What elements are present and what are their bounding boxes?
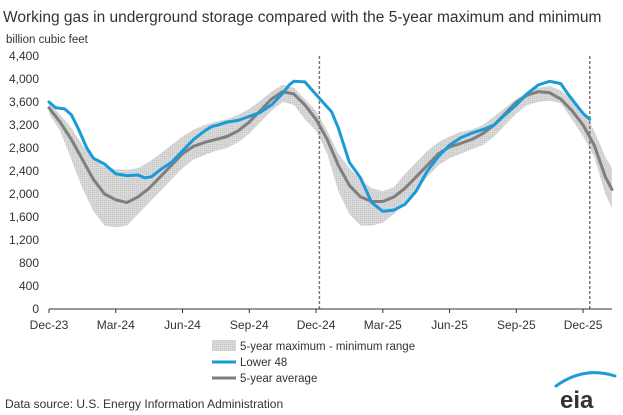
series-layer <box>47 79 614 213</box>
eia-logo-text: eia <box>560 387 594 414</box>
y-tick-label: 1,600 <box>9 210 39 224</box>
legend-label-lower-48: Lower 48 <box>240 357 287 369</box>
range-band <box>49 84 612 228</box>
legend-label-range: 5-year maximum - minimum range <box>240 341 415 353</box>
x-tick-label: Mar-24 <box>97 318 135 332</box>
y-axis-unit-label: billion cubic feet <box>6 34 89 46</box>
legend-label-5yr-average: 5-year average <box>240 373 317 385</box>
x-tick-label: Dec-24 <box>297 318 336 332</box>
y-tick-labels: 0 400 800 1,200 1,600 2,000 2,400 2,800 3,200 3,6… <box>9 49 39 316</box>
legend: 5-year maximum - minimum range Lower 48 … <box>212 340 415 385</box>
y-tick-label: 2,800 <box>9 141 39 155</box>
y-tick-label: 400 <box>19 279 39 293</box>
x-tick-labels: Dec-23 Mar-24 Jun-24 Sep-24 Dec-24 Mar-25 Jun-… <box>30 309 603 332</box>
y-tick-label: 0 <box>32 302 39 316</box>
chart-title: Working gas in underground storage compa… <box>3 9 601 26</box>
x-tick-label: Sep-24 <box>230 318 269 332</box>
x-tick-label: Dec-23 <box>30 318 69 332</box>
eia-logo: eia <box>554 371 617 414</box>
x-tick-label: Dec-25 <box>564 318 603 332</box>
series-line-lower-48 <box>47 79 592 213</box>
y-tick-label: 3,600 <box>9 95 39 109</box>
range-band-layer <box>49 84 612 228</box>
x-tick-label: Mar-25 <box>364 318 402 332</box>
data-source-note: Data source: U.S. Energy Information Adm… <box>5 397 283 411</box>
y-tick-label: 2,400 <box>9 164 39 178</box>
y-tick-label: 800 <box>19 256 39 270</box>
x-tick-label: Sep-25 <box>497 318 536 332</box>
x-tick-label: Jun-24 <box>164 318 201 332</box>
legend-swatch-range <box>212 340 236 351</box>
y-tick-label: 2,000 <box>9 187 39 201</box>
eia-logo-swoosh-icon <box>554 371 617 388</box>
y-tick-label: 4,400 <box>9 49 39 63</box>
y-tick-label: 1,200 <box>9 233 39 247</box>
x-tick-label: Jun-25 <box>431 318 468 332</box>
y-tick-label: 4,000 <box>9 72 39 86</box>
y-tick-label: 3,200 <box>9 118 39 132</box>
